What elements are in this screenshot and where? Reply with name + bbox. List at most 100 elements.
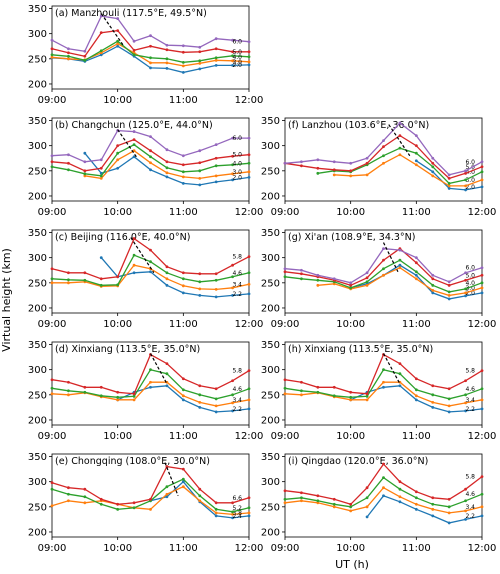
data-point	[283, 489, 287, 493]
y-tick-label: 250	[28, 54, 47, 65]
data-point	[83, 501, 87, 505]
data-point	[480, 266, 484, 270]
data-point	[165, 283, 169, 287]
frequency-label: 5.2	[232, 505, 242, 512]
data-point	[332, 173, 336, 177]
data-point	[132, 143, 136, 147]
data-point	[464, 487, 467, 491]
data-point	[165, 171, 169, 175]
data-point	[99, 49, 103, 53]
y-tick-label: 300	[261, 365, 280, 376]
y-tick-label: 300	[28, 253, 47, 264]
y-tick-label: 200	[28, 79, 47, 90]
frequency-label: 5.8	[465, 368, 475, 375]
data-point	[116, 39, 120, 43]
x-tick-label: 11:00	[402, 319, 431, 330]
data-point	[67, 281, 70, 285]
y-tick-label: 200	[261, 527, 280, 538]
data-point	[231, 512, 234, 516]
data-point	[214, 511, 218, 515]
data-point	[99, 394, 103, 398]
data-point	[247, 161, 251, 165]
y-tick-label: 200	[261, 303, 280, 314]
frequency-label: 3.4	[465, 504, 475, 511]
panel-0: 200 250 300 350 09:00 10:00 11:00 12:00 (a) Manz…	[28, 4, 264, 106]
panel-4: 200 250 300 350 09:00 10:00 11:00 12:00 (e) Chon…	[28, 452, 264, 554]
data-point	[231, 293, 234, 297]
data-point	[165, 495, 169, 499]
data-point	[99, 31, 103, 35]
data-point	[349, 390, 353, 394]
frequency-label: 5.8	[465, 474, 475, 481]
data-point	[214, 272, 218, 276]
data-point	[181, 480, 185, 484]
data-point	[50, 53, 54, 57]
panel-title: (b) Changchun (125.0°E, 44.0°N)	[55, 120, 213, 131]
data-point	[83, 54, 87, 58]
data-point	[165, 61, 169, 65]
data-point	[181, 154, 185, 158]
data-point	[382, 368, 385, 372]
data-point	[349, 505, 353, 509]
x-tick-label: 10:00	[336, 319, 365, 330]
data-point	[132, 39, 136, 43]
data-point	[480, 369, 484, 373]
propagation-dashed-line	[382, 242, 399, 273]
y-tick-label: 350	[28, 452, 47, 463]
frequency-label: 3.0	[232, 59, 242, 66]
data-point	[149, 368, 152, 372]
data-point	[300, 164, 303, 168]
data-point	[214, 410, 218, 414]
series-line	[284, 463, 483, 506]
panel-5: 200 250 300 350 09:00 10:00 11:00 12:00 (f) Lanz…	[261, 116, 497, 218]
data-point	[181, 175, 185, 179]
data-point	[165, 160, 169, 164]
x-tick-label: 11:00	[169, 319, 198, 330]
data-point	[198, 400, 202, 404]
data-point	[214, 501, 218, 505]
data-point	[365, 394, 369, 398]
data-point	[480, 286, 484, 290]
data-point	[99, 176, 103, 180]
panel-title: (g) Xi'an (108.9°E, 34.3°N)	[288, 232, 416, 243]
data-point	[181, 71, 185, 74]
data-point	[414, 151, 418, 155]
data-point	[431, 288, 435, 292]
data-point	[414, 394, 418, 398]
data-point	[231, 136, 234, 140]
data-point	[99, 53, 103, 57]
data-point	[382, 154, 385, 158]
data-point	[165, 372, 169, 376]
data-point	[431, 514, 435, 518]
x-tick-label: 09:00	[271, 319, 300, 330]
data-point	[116, 275, 120, 279]
data-point	[149, 155, 152, 159]
y-tick-label: 300	[28, 477, 47, 488]
data-point	[300, 272, 303, 276]
data-point	[447, 176, 451, 180]
data-point	[149, 56, 152, 60]
panel-title: (e) Chongqing (108.0°E, 30.0°N)	[55, 456, 210, 467]
data-point	[316, 390, 320, 394]
data-point	[83, 495, 87, 499]
data-point	[480, 165, 484, 169]
data-point	[247, 398, 251, 402]
data-point	[247, 170, 251, 174]
data-point	[181, 170, 185, 174]
data-point	[447, 280, 451, 284]
data-point	[50, 281, 54, 285]
data-point	[332, 160, 336, 164]
data-point	[116, 151, 120, 155]
data-point	[247, 407, 251, 411]
data-point	[414, 256, 418, 260]
data-point	[181, 271, 185, 275]
data-point	[283, 497, 287, 501]
data-point	[231, 379, 234, 383]
data-point	[83, 271, 87, 275]
data-point	[398, 266, 402, 270]
data-point	[332, 394, 336, 398]
data-point	[231, 409, 234, 413]
data-point	[67, 271, 70, 275]
data-point	[332, 168, 336, 172]
